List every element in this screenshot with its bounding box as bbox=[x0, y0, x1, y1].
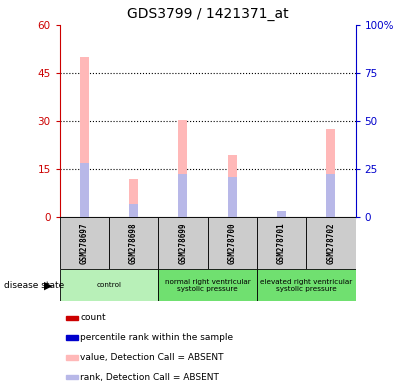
Text: GSM278697: GSM278697 bbox=[80, 222, 89, 264]
Bar bbox=[257, 217, 306, 269]
Title: GDS3799 / 1421371_at: GDS3799 / 1421371_at bbox=[127, 7, 289, 21]
Bar bbox=[326, 129, 335, 217]
Bar bbox=[109, 217, 158, 269]
Text: GSM278700: GSM278700 bbox=[228, 222, 237, 264]
Bar bbox=[228, 177, 237, 217]
Bar bbox=[66, 335, 79, 340]
Text: GSM278699: GSM278699 bbox=[178, 222, 187, 264]
Bar bbox=[80, 57, 89, 217]
Text: value, Detection Call = ABSENT: value, Detection Call = ABSENT bbox=[80, 353, 224, 362]
Bar bbox=[208, 217, 257, 269]
Text: ▶: ▶ bbox=[44, 280, 53, 290]
Text: normal right ventricular
systolic pressure: normal right ventricular systolic pressu… bbox=[165, 279, 250, 291]
Text: control: control bbox=[97, 282, 121, 288]
Bar bbox=[158, 269, 257, 301]
Bar bbox=[228, 155, 237, 217]
Text: percentile rank within the sample: percentile rank within the sample bbox=[80, 333, 233, 342]
Bar bbox=[66, 355, 79, 359]
Text: GSM278698: GSM278698 bbox=[129, 222, 138, 264]
Bar bbox=[178, 120, 187, 217]
Bar bbox=[80, 162, 89, 217]
Bar bbox=[66, 375, 79, 379]
Bar bbox=[129, 204, 138, 217]
Bar bbox=[129, 179, 138, 217]
Bar bbox=[66, 316, 79, 320]
Text: GSM278701: GSM278701 bbox=[277, 222, 286, 264]
Bar bbox=[277, 210, 286, 217]
Text: count: count bbox=[80, 313, 106, 323]
Bar bbox=[178, 174, 187, 217]
Bar bbox=[277, 212, 286, 217]
Text: disease state: disease state bbox=[4, 281, 65, 290]
Text: rank, Detection Call = ABSENT: rank, Detection Call = ABSENT bbox=[80, 372, 219, 382]
Bar bbox=[60, 269, 158, 301]
Bar bbox=[257, 269, 356, 301]
Bar bbox=[158, 217, 208, 269]
Text: GSM278702: GSM278702 bbox=[326, 222, 335, 264]
Bar bbox=[326, 174, 335, 217]
Text: elevated right ventricular
systolic pressure: elevated right ventricular systolic pres… bbox=[260, 279, 352, 291]
Bar bbox=[60, 217, 109, 269]
Bar bbox=[306, 217, 356, 269]
